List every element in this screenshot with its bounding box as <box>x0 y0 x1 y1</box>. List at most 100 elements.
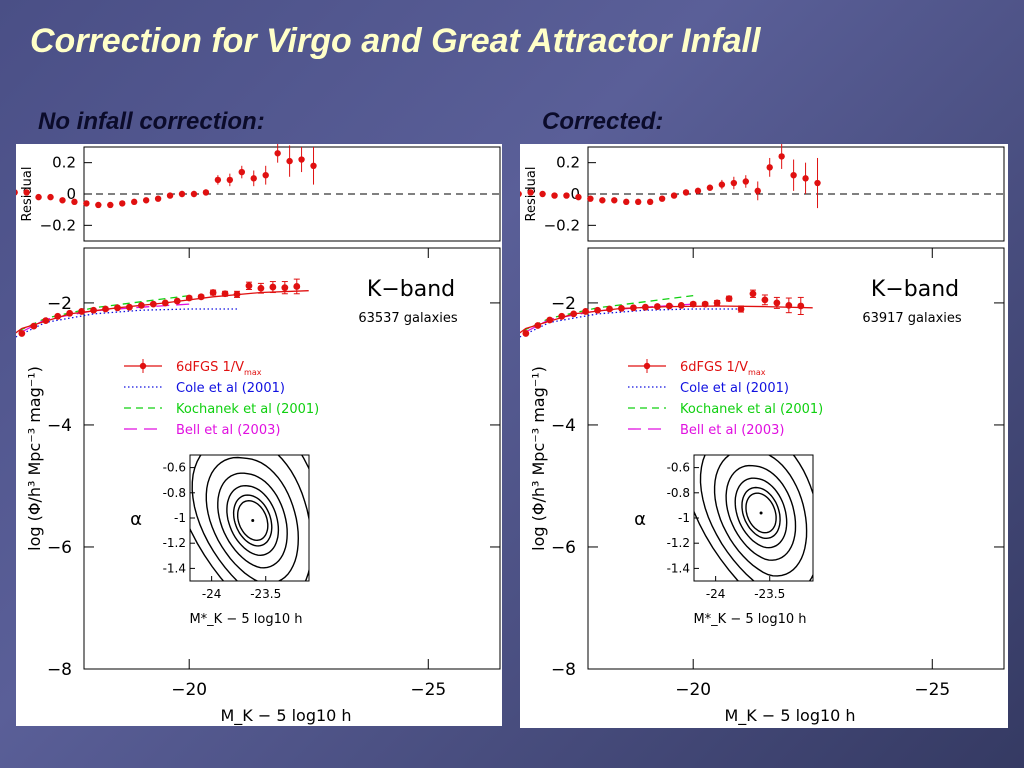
inset-y-tick-label: -1 <box>678 511 690 525</box>
data-point <box>126 303 133 311</box>
inset-x-axis-label: M*_K − 5 log10 h <box>693 612 806 627</box>
data-point <box>197 293 205 301</box>
x-tick-label: −20 <box>675 680 711 700</box>
right-luminosity-function-chart: 0.20−0.2Residual−20−25−2−4−6−8M_K − 5 lo… <box>378 143 1005 726</box>
residual-y-tick-label: 0.2 <box>556 154 580 172</box>
residual-point <box>742 178 749 185</box>
data-point <box>630 304 637 312</box>
galaxy-count-label: 63917 galaxies <box>862 311 962 326</box>
inset-best-fit-point <box>759 511 763 515</box>
inset-contour <box>734 477 788 549</box>
data-point <box>42 317 50 325</box>
residual-point <box>83 200 90 207</box>
residual-point <box>611 197 618 204</box>
data-point <box>785 301 793 309</box>
residual-point <box>250 175 257 182</box>
inset-contour <box>745 492 777 534</box>
legend-entry: Bell et al (2003) <box>124 423 280 438</box>
inset-x-axis-label: M*_K − 5 log10 h <box>189 612 302 627</box>
data-point <box>66 309 74 317</box>
residual-point <box>298 156 305 163</box>
y-tick-label: −6 <box>551 538 576 558</box>
data-point <box>185 294 193 302</box>
inset-x-tick-label: -23.5 <box>754 587 785 601</box>
inset-x-tick-label: -23.5 <box>250 587 281 601</box>
y-axis-label: log (Φ/h³ Mpc⁻³ mag⁻¹) <box>529 366 548 551</box>
legend-label: 6dFGS 1/Vmax <box>680 360 766 377</box>
data-point <box>137 301 145 309</box>
slide-title: Correction for Virgo and Great Attractor… <box>30 22 761 60</box>
data-point <box>209 289 217 296</box>
y-axis-label: log (Φ/h³ Mpc⁻³ mag⁻¹) <box>25 366 44 551</box>
inset-contour <box>713 455 808 577</box>
inset-y-tick-label: -1.4 <box>163 561 186 575</box>
residual-point <box>274 150 281 157</box>
residual-point <box>95 201 102 209</box>
data-point <box>149 300 157 308</box>
legend-entry: 6dFGS 1/Vmax <box>124 359 262 377</box>
data-point <box>54 312 62 320</box>
inset-contour <box>217 472 288 569</box>
legend-entry: 6dFGS 1/Vmax <box>628 359 766 377</box>
legend-entry: Kochanek et al (2001) <box>124 402 319 417</box>
residual-point <box>754 187 761 195</box>
inset-contour <box>205 456 300 581</box>
legend-label: Bell et al (2003) <box>176 423 280 438</box>
x-tick-label: −25 <box>410 680 446 700</box>
inset-y-axis-label: α <box>634 509 646 530</box>
inset-x-tick-label: -24 <box>706 587 726 601</box>
data-point <box>582 308 590 315</box>
residual-point <box>527 189 534 196</box>
residual-point <box>47 193 54 201</box>
residual-point <box>778 153 785 160</box>
residual-point <box>635 198 642 206</box>
residual-point <box>71 198 78 206</box>
residual-y-tick-label: 0.2 <box>52 154 76 172</box>
residual-point <box>154 195 162 202</box>
y-tick-label: −8 <box>47 660 72 680</box>
legend-marker <box>139 362 147 370</box>
data-point <box>606 305 613 313</box>
inset-contour <box>725 464 797 561</box>
inset-y-tick-label: -1.2 <box>667 536 690 550</box>
legend-marker <box>643 362 651 370</box>
inset-y-tick-label: -0.6 <box>667 461 690 475</box>
data-point <box>245 282 253 290</box>
data-point <box>701 300 709 308</box>
residual-point <box>226 176 234 184</box>
inset-contours <box>190 455 309 581</box>
data-point <box>281 284 289 292</box>
inset-contours <box>694 455 813 581</box>
residual-point <box>178 190 186 198</box>
data-point <box>546 316 554 324</box>
inset-contour <box>191 455 309 581</box>
residual-point <box>59 197 66 204</box>
residual-point <box>802 175 809 182</box>
inset-x-tick-label: -24 <box>202 587 222 601</box>
right-chart-panel: 0.20−0.2Residual−20−25−2−4−6−8M_K − 5 lo… <box>378 143 1008 728</box>
y-tick-label: −2 <box>47 294 72 314</box>
residual-point <box>587 195 594 202</box>
residual-point <box>107 201 114 209</box>
residual-point <box>623 198 630 206</box>
data-point <box>161 299 169 307</box>
y-tick-label: −2 <box>551 294 576 314</box>
residual-point <box>814 179 821 187</box>
legend-label: Kochanek et al (2001) <box>680 402 823 417</box>
inset-best-fit-point <box>251 519 255 523</box>
left-chart-panel: 0.20−0.2Residual−20−25−2−4−6−8M_K − 5 lo… <box>0 143 502 726</box>
y-tick-label: −4 <box>47 416 72 436</box>
inset-contour <box>226 484 280 557</box>
data-point <box>653 303 661 310</box>
residual-y-tick-label: 0 <box>66 185 76 203</box>
data-point <box>570 310 578 318</box>
y-tick-label: −8 <box>551 660 576 680</box>
inset-y-tick-label: -0.8 <box>667 486 690 500</box>
data-point <box>618 305 625 312</box>
legend-label: 6dFGS 1/Vmax <box>176 360 262 377</box>
x-axis-label: M_K − 5 log10 h <box>724 706 855 726</box>
residual-y-tick-label: 0 <box>570 185 580 203</box>
data-point <box>713 299 721 307</box>
residual-point <box>142 197 150 204</box>
data-point <box>534 322 542 329</box>
